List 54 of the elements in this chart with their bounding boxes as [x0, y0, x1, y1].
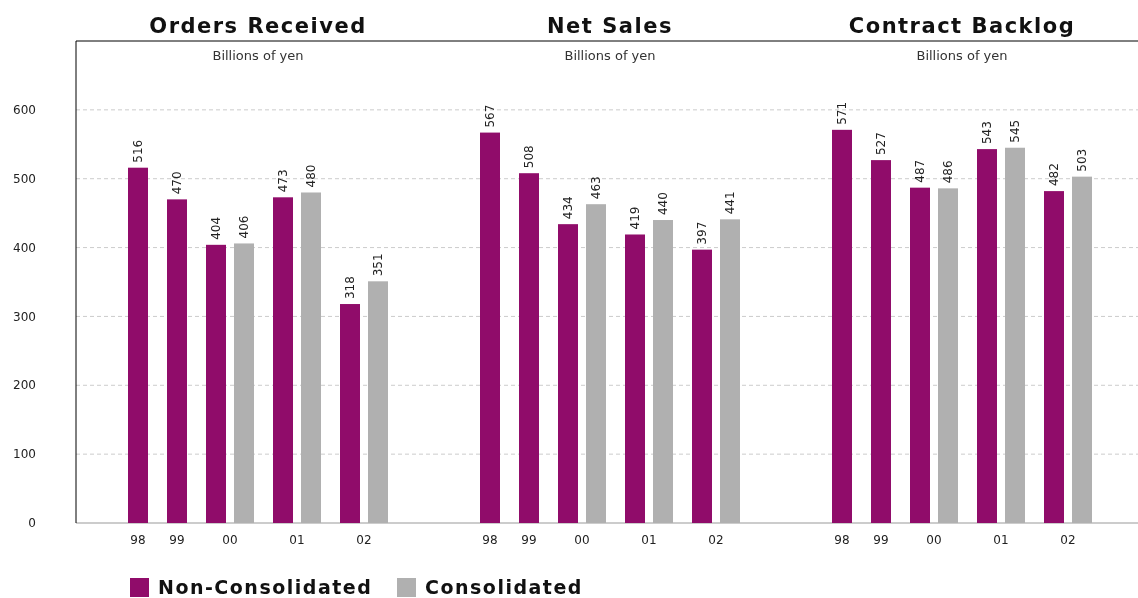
y-tick-label: 200 — [13, 378, 36, 393]
chart-title: Orders Received — [149, 14, 367, 38]
x-tick-label: 02 — [708, 533, 724, 547]
text: Billions of yen — [916, 48, 1008, 63]
chart-title: Contract Backlog — [848, 14, 1076, 38]
legend-label: Non-Consolidated — [158, 576, 373, 598]
x-tick-label: 98 — [130, 533, 146, 547]
y-tick-label: 400 — [13, 240, 36, 255]
x-tick-label: 01 — [289, 533, 305, 547]
x-tick-label: 02 — [356, 533, 372, 547]
data-label: 545 — [1008, 119, 1022, 143]
x-tick-label: 98 — [482, 533, 498, 547]
x-tick-label: 00 — [926, 533, 942, 547]
data-label: 567 — [483, 104, 497, 128]
y-tick-label: 100 — [13, 447, 36, 462]
x-tick-label: 01 — [993, 533, 1009, 547]
data-label: 434 — [561, 196, 575, 220]
data-label: 503 — [1075, 148, 1089, 172]
y-tick-label: 0 — [28, 516, 36, 531]
data-label: 406 — [237, 215, 251, 239]
x-tick-label: 99 — [873, 533, 889, 547]
data-label: 480 — [304, 164, 318, 188]
data-label: 463 — [589, 176, 603, 200]
data-label: 318 — [343, 276, 357, 300]
y-tick-label: 500 — [13, 171, 36, 186]
data-label: 351 — [371, 253, 385, 277]
data-label: 486 — [941, 160, 955, 184]
x-tick-label: 00 — [574, 533, 590, 547]
text: Billions of yen — [212, 48, 304, 63]
data-label: 543 — [980, 121, 994, 145]
legend-label: Consolidated — [425, 576, 583, 598]
data-label: 397 — [695, 221, 709, 245]
x-tick-label: 99 — [521, 533, 537, 547]
y-tick-label: 300 — [13, 309, 36, 324]
data-label: 441 — [723, 191, 737, 215]
data-label: 571 — [835, 101, 849, 125]
y-tick-label: 600 — [13, 103, 36, 118]
data-label: 487 — [913, 159, 927, 183]
chart-title: Net Sales — [547, 14, 673, 38]
x-tick-label: 98 — [834, 533, 850, 547]
text: Billions of yen — [564, 48, 656, 63]
data-label: 470 — [170, 171, 184, 195]
data-label: 440 — [656, 192, 670, 216]
data-label: 508 — [522, 145, 536, 169]
data-label: 516 — [131, 139, 145, 163]
x-tick-label: 00 — [222, 533, 238, 547]
data-label: 473 — [276, 169, 290, 193]
data-label: 527 — [874, 132, 888, 156]
data-label: 404 — [209, 216, 223, 240]
data-label: 419 — [628, 206, 642, 230]
x-tick-label: 01 — [641, 533, 657, 547]
data-label: 482 — [1047, 163, 1061, 187]
x-tick-label: 02 — [1060, 533, 1076, 547]
x-tick-label: 99 — [169, 533, 185, 547]
